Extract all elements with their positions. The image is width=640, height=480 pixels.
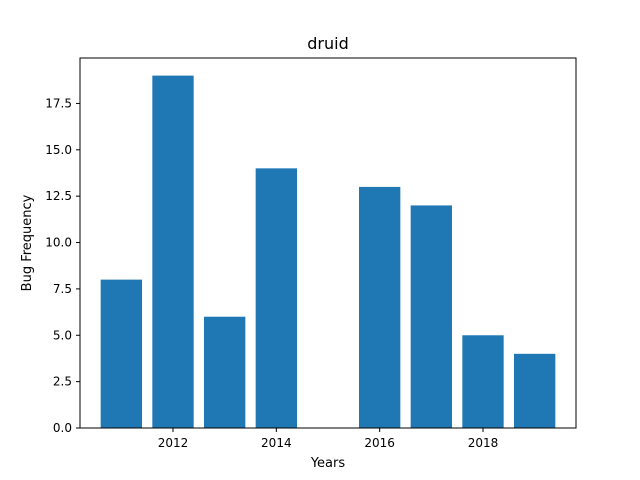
- y-tick-label: 15.0: [45, 143, 72, 157]
- bar-2017: [410, 205, 452, 428]
- bar-2011: [100, 279, 142, 428]
- y-tick-label: 2.5: [53, 375, 72, 389]
- bar-2018: [462, 335, 504, 428]
- y-tick-label: 5.0: [53, 328, 72, 342]
- y-tick-label: 7.5: [53, 282, 72, 296]
- bar-2016: [359, 186, 401, 428]
- y-tick-label: 17.5: [45, 96, 72, 110]
- chart-title: druid: [307, 34, 348, 53]
- bar-2019: [514, 353, 556, 428]
- y-tick-label: 0.0: [53, 421, 72, 435]
- x-tick-label: 2018: [468, 436, 499, 450]
- y-axis-label: Bug Frequency: [20, 194, 35, 291]
- bar-2012: [152, 75, 194, 429]
- x-tick-label: 2016: [364, 436, 395, 450]
- bar-2014: [255, 168, 297, 428]
- x-tick-label: 2012: [158, 436, 189, 450]
- x-axis-label: Years: [310, 456, 346, 471]
- bar-2013: [204, 316, 246, 428]
- y-tick-label: 10.0: [45, 236, 72, 250]
- x-tick-label: 2014: [261, 436, 292, 450]
- bars-layer: [100, 75, 556, 429]
- x-axis-ticks: 2012 2014 2016 2018: [158, 428, 499, 450]
- y-axis-ticks: 0.0 2.5 5.0 7.5 10.0 12.5 15.0 17.5: [45, 96, 80, 435]
- y-tick-label: 12.5: [45, 189, 72, 203]
